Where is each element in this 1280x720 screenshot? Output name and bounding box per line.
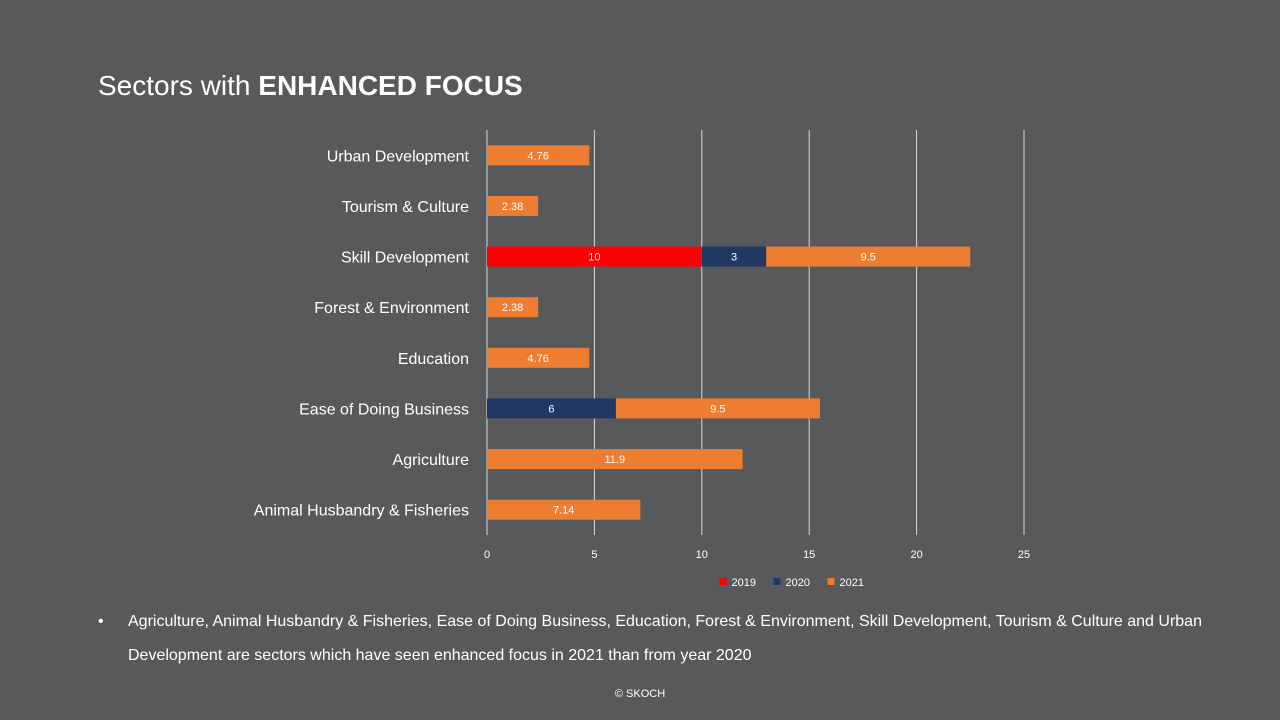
legend-swatch bbox=[719, 578, 727, 585]
bar-segment bbox=[487, 398, 616, 419]
y-category-label: Education bbox=[398, 351, 469, 368]
data-label: 11.9 bbox=[605, 454, 626, 466]
data-label: 7.14 bbox=[553, 505, 574, 517]
legend-swatch bbox=[827, 578, 835, 585]
bar-segment bbox=[487, 499, 641, 520]
x-tick-label: 25 bbox=[1018, 549, 1030, 561]
bullet-icon: • bbox=[98, 613, 104, 630]
y-category-label: Forest & Environment bbox=[314, 300, 469, 317]
data-label: 4.76 bbox=[527, 150, 548, 162]
y-category-label: Tourism & Culture bbox=[342, 199, 469, 216]
y-category-label: Ease of Doing Business bbox=[299, 401, 469, 418]
bar-segment bbox=[487, 347, 590, 368]
x-tick-label: 0 bbox=[484, 549, 490, 561]
y-category-label: Urban Development bbox=[327, 148, 470, 165]
title-prefix: Sectors with bbox=[98, 70, 251, 101]
legend-label: 2021 bbox=[840, 577, 864, 589]
y-category-label: Animal Husbandry & Fisheries bbox=[254, 503, 469, 520]
legend-swatch bbox=[773, 578, 781, 585]
bar-segment bbox=[766, 246, 971, 267]
x-tick-label: 5 bbox=[591, 549, 597, 561]
data-label: 2.38 bbox=[502, 302, 523, 314]
x-tick-label: 20 bbox=[910, 549, 922, 561]
y-category-label: Agriculture bbox=[393, 452, 470, 469]
data-label: 3 bbox=[731, 252, 737, 264]
copyright-footer: © SKOCH bbox=[614, 688, 666, 700]
bar-segment bbox=[615, 398, 820, 419]
bar-segment bbox=[487, 246, 702, 267]
bar-segment bbox=[487, 195, 539, 216]
data-label: 9.5 bbox=[710, 403, 725, 415]
bullet-point: • Agriculture, Animal Husbandry & Fisher… bbox=[98, 605, 1208, 673]
data-label: 4.76 bbox=[527, 353, 548, 365]
stacked-bar-chart: 0 5 10 15 20 25 Urban Development 4.76 Tourism &… bbox=[254, 130, 1030, 589]
page-title: Sectors with ENHANCED FOCUS bbox=[98, 66, 523, 106]
bar-segment bbox=[487, 145, 590, 166]
data-label: 2.38 bbox=[502, 201, 523, 213]
x-tick-label: 10 bbox=[696, 549, 708, 561]
bar-segment bbox=[487, 297, 539, 318]
data-label: 6 bbox=[548, 403, 554, 415]
legend-label: 2019 bbox=[732, 577, 756, 589]
bar-segment bbox=[487, 449, 743, 470]
y-category-label: Skill Development bbox=[341, 250, 470, 267]
bar-segment bbox=[701, 246, 767, 267]
bullet-text: Agriculture, Animal Husbandry & Fisherie… bbox=[128, 613, 1202, 664]
data-label: 10 bbox=[588, 252, 600, 264]
legend-label: 2020 bbox=[786, 577, 810, 589]
title-emphasis: ENHANCED FOCUS bbox=[258, 70, 523, 101]
x-tick-label: 15 bbox=[803, 549, 815, 561]
data-label: 9.5 bbox=[861, 252, 876, 264]
